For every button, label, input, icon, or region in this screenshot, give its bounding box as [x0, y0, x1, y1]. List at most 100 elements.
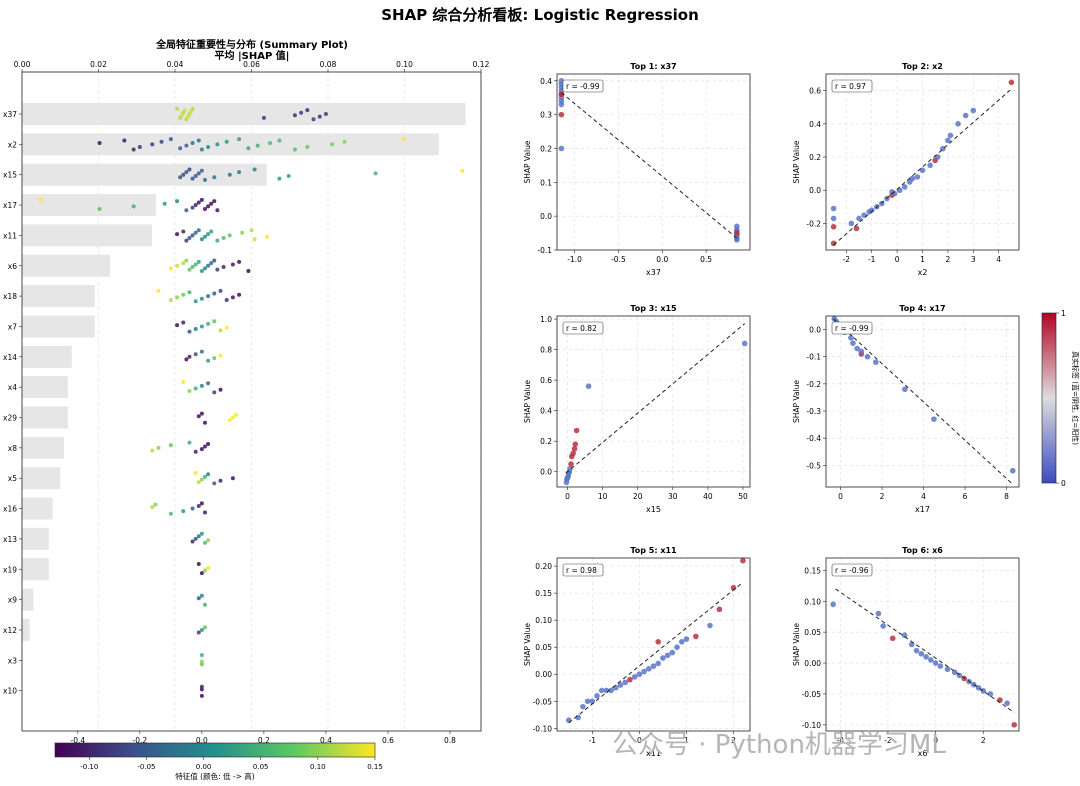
- summary-point: [323, 112, 328, 116]
- summary-feature-label: x3: [8, 656, 17, 665]
- summary-point: [206, 232, 211, 237]
- panel-point: [853, 225, 860, 232]
- summary-point: [202, 420, 207, 425]
- summary-point: [162, 201, 167, 206]
- panel-x-tick-label: -4: [837, 736, 845, 745]
- summary-point: [178, 175, 183, 180]
- summary-point: [206, 538, 211, 543]
- summary-point: [97, 206, 102, 211]
- panel-point: [944, 666, 951, 673]
- summary-point: [212, 291, 217, 296]
- panel-point: [1004, 700, 1010, 706]
- summary-point: [212, 356, 217, 361]
- summary-beeswarm: [38, 106, 465, 698]
- panel-x-label: x17: [915, 505, 930, 514]
- panel-y-label: SHAP Value: [523, 140, 532, 183]
- summary-point: [218, 478, 223, 483]
- summary-point: [38, 197, 43, 202]
- summary-point: [168, 137, 173, 142]
- summary-point: [255, 143, 260, 148]
- panel-point: [987, 691, 994, 697]
- panel-point: [584, 698, 591, 705]
- summary-bottom-tick-label: 0.2: [258, 736, 270, 745]
- summary-point: [199, 168, 204, 173]
- panel-point: [655, 660, 662, 667]
- panel-point: [608, 687, 614, 694]
- summary-point: [182, 108, 187, 113]
- summary-top-xlabel: 平均 |SHAP 值|: [215, 49, 290, 62]
- summary-point: [277, 138, 282, 143]
- panel-frame: [825, 557, 1020, 732]
- panel-point: [854, 345, 860, 352]
- panel-frame: [556, 315, 751, 488]
- colorbar-tick-label: 0.00: [196, 763, 212, 771]
- summary-point: [212, 175, 217, 180]
- summary-point: [193, 386, 198, 391]
- summary-point: [190, 265, 195, 270]
- summary-point: [206, 472, 211, 477]
- panel-point: [655, 638, 662, 645]
- summary-point: [199, 237, 204, 242]
- summary-point: [249, 228, 254, 233]
- summary-point: [202, 474, 207, 479]
- summary-point: [230, 476, 235, 481]
- panel-point: [669, 649, 676, 656]
- panel-point: [848, 334, 854, 341]
- summary-point: [184, 143, 189, 148]
- importance-bar: [22, 103, 466, 125]
- panel-y-tick-label: 0.15: [535, 589, 552, 598]
- panel-point: [1009, 467, 1016, 474]
- panel-trend-line: [832, 318, 1014, 485]
- summary-point: [199, 571, 204, 576]
- summary-point: [221, 236, 226, 240]
- summary-point: [131, 204, 136, 209]
- panel-x-tick-label: 0.5: [700, 255, 712, 264]
- summary-point: [187, 290, 192, 295]
- panel-x-label: x6: [918, 749, 928, 758]
- summary-top-tick-label: 0.08: [320, 60, 337, 69]
- panel-y-label: SHAP Value: [523, 380, 532, 423]
- summary-point: [215, 267, 220, 272]
- panel-point: [1008, 79, 1015, 86]
- summary-point: [212, 199, 217, 204]
- summary-point: [206, 321, 211, 326]
- panel-point: [570, 450, 576, 457]
- panel-point: [1011, 722, 1018, 728]
- summary-point: [292, 147, 297, 152]
- summary-point: [193, 471, 198, 475]
- summary-bottom-tick-label: 0.6: [382, 736, 394, 745]
- summary-point: [277, 176, 282, 181]
- summary-point: [199, 147, 204, 152]
- summary-top-axis: 0.00 0.02 0.04 0.06 0.08 0.10 0.12: [14, 60, 490, 72]
- summary-point: [230, 295, 235, 300]
- summary-point: [181, 292, 186, 297]
- summary-feature-label: x13: [3, 535, 17, 544]
- panel-y-tick-label: 0.1: [540, 178, 552, 187]
- summary-feature-label: x19: [3, 565, 17, 574]
- panel-point: [594, 693, 600, 699]
- panel-point: [947, 132, 954, 139]
- summary-point: [175, 106, 180, 111]
- summary-point: [218, 328, 223, 333]
- label-colorbar-group: 1 0 真实标签 (蓝=阴性, 红=阳性): [1041, 309, 1080, 488]
- panel-y-label: SHAP Value: [792, 380, 801, 423]
- summary-point: [181, 379, 186, 384]
- summary-point: [168, 298, 173, 302]
- summary-point: [268, 141, 273, 146]
- panel-y-label: SHAP Value: [523, 623, 532, 666]
- summary-point: [190, 176, 195, 181]
- summary-point: [199, 349, 204, 354]
- panel-point: [830, 601, 836, 608]
- panel-r-label: r = -0.96: [835, 566, 869, 575]
- dependence-panel: -1.0 -0.5 0.0 0.5 -0.1 0.0 0.1 0.2 0.3 0.4 Top 1: …: [523, 62, 751, 277]
- summary-point: [187, 267, 192, 272]
- importance-bar: [22, 527, 49, 550]
- panel-point: [889, 635, 896, 642]
- summary-top-tick-label: 0.10: [396, 60, 413, 69]
- panel-y-tick-label: -0.5: [806, 461, 821, 470]
- panel-x-tick-label: 2: [946, 255, 951, 264]
- summary-point: [187, 329, 192, 334]
- summary-point: [209, 261, 214, 266]
- dependence-panel: -2 -1 0 1 2 3 4 -0.2 0.0 0.2 0.4 0.6 Top 2: x2 x2 SHAP…: [792, 62, 1020, 277]
